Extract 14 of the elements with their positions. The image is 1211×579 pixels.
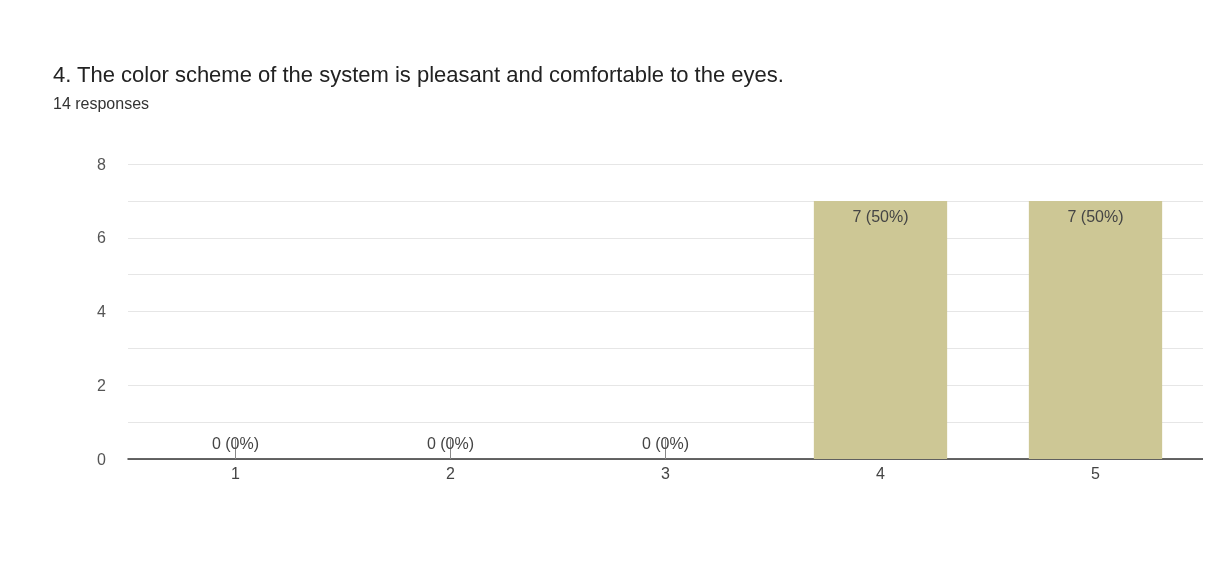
x-tick-label: 5 bbox=[1091, 464, 1101, 482]
y-tick-label: 0 bbox=[97, 450, 107, 468]
y-tick-label: 2 bbox=[97, 376, 107, 394]
chart-title: 4. The color scheme of the system is pleasant and comfortable to the eyes. bbox=[53, 61, 784, 87]
y-tick-label: 4 bbox=[97, 303, 107, 320]
y-tick-label: 8 bbox=[97, 155, 107, 173]
data-label: 7 (50%) bbox=[852, 208, 909, 226]
x-tick-label: 3 bbox=[661, 464, 671, 482]
y-tick-label: 6 bbox=[97, 229, 107, 247]
chart-subtitle: 14 responses bbox=[53, 94, 150, 112]
x-tick-label: 2 bbox=[446, 464, 456, 482]
x-tick-label: 4 bbox=[876, 464, 886, 482]
data-label: 7 (50%) bbox=[1067, 208, 1124, 226]
x-tick-label: 1 bbox=[231, 464, 241, 482]
